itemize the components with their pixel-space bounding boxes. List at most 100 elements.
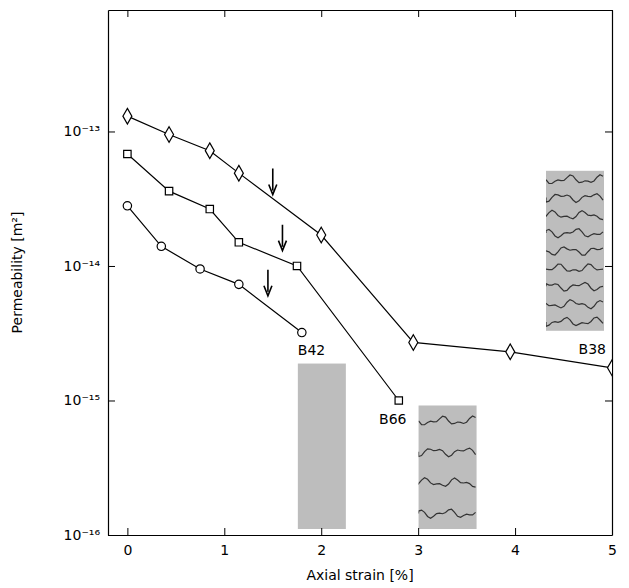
marker [123,202,131,210]
tick-mark [321,10,322,17]
series-label: B42 [298,342,325,358]
photo-crack [546,247,603,255]
marker [123,108,132,124]
tick-label: 5 [608,542,617,558]
marker [395,397,402,404]
series-label: B38 [579,341,606,357]
photo-crack [546,300,603,309]
marker [506,344,515,360]
y-right-axis [605,11,613,536]
arrow [264,270,272,296]
y-axis-title: Permeability [m²] [9,212,25,334]
photo-crack [546,175,603,184]
tick: 10⁻¹⁵ [64,392,115,408]
y-axis: 10⁻¹⁶ 10⁻¹⁵ 10⁻¹⁴ 10⁻¹³ [64,11,115,543]
tick: 2 [317,528,326,558]
tick-label: 10⁻¹³ [64,123,100,139]
photo-crack [419,416,476,425]
x-top-axis [109,10,613,17]
tick [515,10,516,17]
tick: 3 [414,528,423,558]
photo-ground [419,405,477,529]
marker [206,205,213,212]
tick-mark [605,131,612,132]
marker [317,227,326,243]
tick-mark [515,528,516,535]
tick-label: 1 [220,542,229,558]
marker [293,262,300,269]
axis-line [109,535,613,536]
tick [605,266,612,267]
tick [605,131,612,132]
marker [196,265,204,273]
marker [298,328,306,336]
series-line [127,206,301,333]
tick-mark [605,266,612,267]
tick-label: 0 [123,542,132,558]
tick-mark [108,266,115,267]
photo-crack [546,317,603,326]
tick: 1 [220,528,229,558]
tick-mark [127,10,128,17]
photo-crack [546,264,603,271]
axis-line [108,11,109,536]
tick [418,10,419,17]
plot-area [123,108,612,404]
tick [321,10,322,17]
tick-mark [108,400,115,401]
tick-label: 10⁻¹⁴ [64,258,101,274]
photo-crack [546,194,603,203]
x-axis-title: Axial strain [%] [306,567,413,583]
tick: 10⁻¹³ [64,123,115,139]
photo-crack [546,229,603,238]
tick: 10⁻¹⁴ [64,258,115,274]
marker [235,280,243,288]
axis-line [109,10,613,11]
photo-crack [419,509,476,518]
axis-line [612,11,613,536]
tick [605,400,612,401]
marker [165,187,172,194]
marker [234,165,243,181]
marker [157,242,165,250]
tick-mark [224,528,225,535]
tick-mark [515,10,516,17]
tick-mark [605,400,612,401]
tick-label: 3 [414,542,423,558]
tick-mark [127,528,128,535]
marker [235,239,242,246]
tick: 0 [123,528,132,558]
sample-photo [419,405,477,529]
marker [205,143,214,159]
x-axis: 0 1 2 3 4 5 [109,528,617,558]
tick-label: 10⁻¹⁵ [64,392,100,408]
marker [165,127,174,143]
photo-ground [546,171,604,331]
tick-mark [605,535,612,536]
series-line [127,116,612,368]
tick-mark [224,10,225,17]
arrow [269,168,277,194]
tick [127,10,128,17]
tick: 10⁻¹⁶ [64,527,115,543]
tick-label: 4 [511,542,520,558]
tick-mark [418,528,419,535]
tick-mark [418,10,419,17]
tick-mark [108,131,115,132]
marker [608,360,612,376]
sample-photo [546,171,604,331]
arrow [278,225,286,251]
chart: 0 1 2 3 4 5 10⁻¹⁶ 10⁻¹⁵ 10⁻¹⁴ 10⁻¹³ Axial strain [… [0,0,629,588]
tick-mark [108,535,115,536]
photo-crack [546,282,603,291]
tick-label: 2 [317,542,326,558]
photo-crack [419,448,476,457]
tick-mark [321,528,322,535]
series-label: B66 [379,411,407,427]
tick-label: 10⁻¹⁶ [64,527,101,543]
marker [124,150,131,157]
series-line [127,154,398,400]
sample-photo [298,364,346,529]
tick [224,10,225,17]
tick [605,535,612,536]
